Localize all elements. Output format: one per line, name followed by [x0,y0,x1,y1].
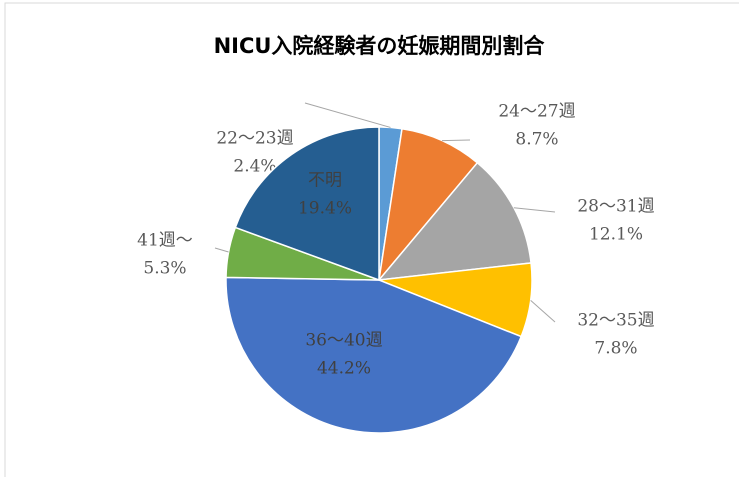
value-label: 8.7% [515,130,558,150]
pie-slice [234,126,380,282]
chart-border [4,2,739,477]
leader-line [214,247,229,253]
category-label: 32～35週 [577,311,654,331]
leader-line [513,207,556,213]
leader-line [530,300,556,323]
value-label: 19.4% [298,199,352,219]
value-label: 12.1% [589,225,643,245]
category-label: 不明 [308,171,342,191]
leader-line [442,139,471,142]
value-label: 7.8% [594,339,637,359]
chart-title: NICU入院経験者の妊娠期間別割合 [214,34,546,58]
category-label: 36～40週 [305,331,382,351]
category-label: 28～31週 [577,197,654,217]
value-label: 5.3% [143,259,186,279]
category-label: 22～23週 [216,129,293,149]
pie-slice [225,276,523,434]
value-label: 44.2% [317,359,371,379]
value-label: 2.4% [233,157,276,177]
category-label: 41週～ [137,231,193,251]
category-label: 24～27週 [498,102,575,122]
pie-slice [377,127,479,283]
leader-line [304,102,391,128]
